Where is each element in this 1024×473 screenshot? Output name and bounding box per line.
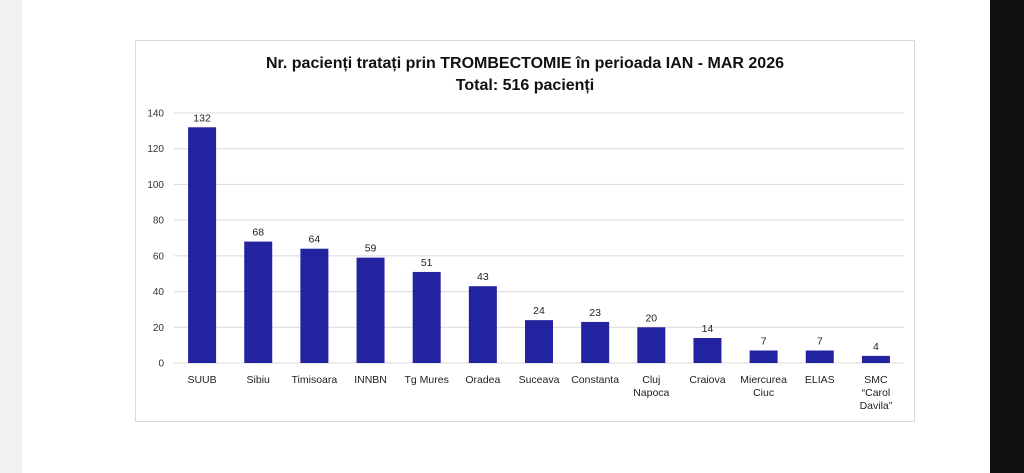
category-label: SUUB [187,374,216,386]
category-label: INNBN [354,374,387,386]
bar [300,248,329,363]
bar [693,338,722,363]
category-label: Miercurea Ciuc [740,374,787,399]
data-label: 20 [645,312,657,324]
bar [861,355,890,363]
category-label: Constanta [571,374,619,386]
category-label: Cluj Napoca [633,374,669,399]
category-label: ELIAS [805,374,835,386]
data-label: 7 [817,336,823,348]
chart-frame: Nr. pacienți tratați prin TROMBECTOMIE î… [135,40,915,422]
bar [749,350,778,363]
category-label: Suceava [519,374,560,386]
bar [637,327,666,363]
category-label: Sibiu [247,374,271,386]
data-label: 59 [365,243,377,255]
data-label: 68 [252,227,264,239]
bar [468,286,497,363]
data-label: 14 [702,323,714,335]
chart-subtitle: Total: 516 pacienți [455,77,595,94]
bar [412,271,441,363]
y-tick-label: 100 [147,180,164,191]
bar [188,127,217,364]
data-label: 24 [533,305,545,317]
y-tick-label: 140 [147,109,164,120]
category-label: Craiova [689,374,725,386]
bar [244,241,273,363]
data-label: 7 [761,336,767,348]
bar [581,321,610,363]
y-tick-label: 80 [153,216,165,227]
data-label: 64 [309,234,321,246]
y-tick-label: 20 [153,323,165,334]
screen-edge [990,0,1024,473]
bar [805,350,834,363]
y-tick-label: 60 [153,251,165,262]
data-label: 132 [193,112,211,124]
y-tick-label: 0 [158,359,164,370]
data-label: 43 [477,271,489,283]
y-tick-label: 40 [153,287,165,298]
category-label: SMC “Carol Davila” [860,374,893,412]
data-label: 23 [589,307,601,319]
category-label: Tg Mures [405,374,449,386]
data-label: 4 [873,341,879,353]
category-label: Timisoara [292,374,338,386]
chart-title: Nr. pacienți tratați prin TROMBECTOMIE î… [265,55,784,72]
bar [525,320,553,363]
y-tick-label: 120 [147,144,164,155]
data-label: 51 [421,257,433,269]
bar [356,257,385,363]
category-label: Oradea [465,374,500,386]
bar-chart: 0 20 40 60 80 100 120 140 132 SUUB 68 Sibiu 64 Timiso… [147,109,904,412]
